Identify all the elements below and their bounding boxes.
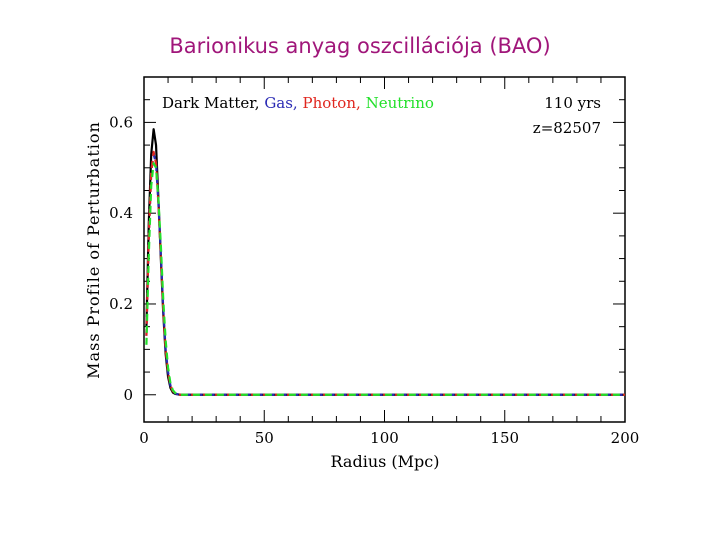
x-tick-label: 200 bbox=[611, 429, 640, 447]
y-tick-label: 0.6 bbox=[109, 113, 133, 131]
series-line-neutrino bbox=[145, 162, 625, 396]
x-tick-label: 150 bbox=[490, 429, 519, 447]
x-tick-label: 0 bbox=[139, 429, 149, 447]
chart-title: Barionikus anyag oszcillációja (BAO) bbox=[169, 34, 551, 58]
legend: Dark Matter, Gas, Photon, Neutrino bbox=[162, 94, 434, 112]
series-line-photon bbox=[145, 150, 625, 396]
y-axis-label: Mass Profile of Perturbation bbox=[84, 121, 103, 379]
x-axis-label: Radius (Mpc) bbox=[331, 452, 440, 471]
series-line-gas bbox=[145, 153, 625, 396]
legend-entry-gas: Gas, bbox=[264, 94, 297, 112]
legend-entry-neutrino: Neutrino bbox=[366, 94, 434, 112]
series-line-dark-matter bbox=[145, 128, 625, 396]
annotation-text: 110 yrs bbox=[544, 94, 601, 112]
legend-entry-photon: Photon, bbox=[303, 94, 361, 112]
x-tick-label: 100 bbox=[370, 429, 399, 447]
y-tick-label: 0.2 bbox=[109, 295, 133, 313]
y-tick-label: 0.4 bbox=[109, 204, 133, 222]
y-tick-label: 0 bbox=[123, 386, 133, 404]
annotation-text: z=82507 bbox=[533, 119, 601, 137]
x-tick-label: 50 bbox=[255, 429, 274, 447]
legend-entry-dark-matter: Dark Matter, bbox=[162, 94, 260, 112]
